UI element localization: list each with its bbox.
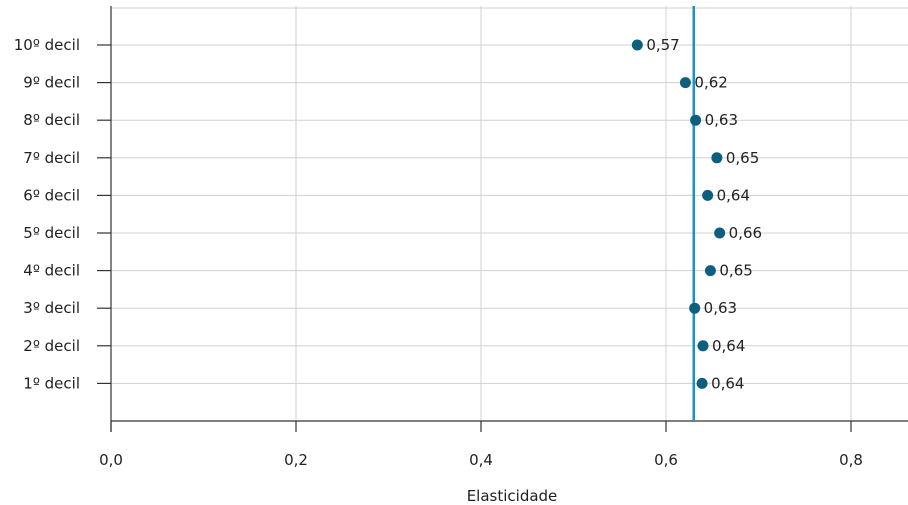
y-category-label: 10º decil — [14, 36, 80, 54]
data-label: 0,64 — [711, 374, 744, 392]
data-label: 0,66 — [729, 224, 762, 242]
data-point — [714, 227, 726, 239]
data-label: 0,63 — [705, 111, 738, 129]
data-label: 0,65 — [726, 149, 759, 167]
data-label: 0,62 — [694, 74, 727, 92]
y-category-label: 5º decil — [23, 224, 80, 242]
y-category-label: 8º decil — [23, 111, 80, 129]
data-point — [679, 77, 691, 89]
data-point — [631, 39, 643, 51]
x-axis-title: Elasticidade — [467, 487, 558, 505]
y-category-label: 3º decil — [23, 299, 80, 317]
data-point — [711, 152, 723, 164]
data-label: 0,64 — [712, 337, 745, 355]
y-category-label: 7º decil — [23, 149, 80, 167]
data-point — [704, 265, 716, 277]
data-points: 0,64 0,64 0,63 0,65 0,66 0,64 0,65 0,63 0,62 0,57 — [631, 36, 762, 392]
data-point — [690, 114, 702, 126]
data-point — [702, 189, 714, 201]
x-tick-label: 0,2 — [284, 451, 308, 469]
y-category-label: 6º decil — [23, 186, 80, 204]
y-category-label: 2º decil — [23, 337, 80, 355]
grid — [111, 6, 908, 421]
x-tick-label: 0,8 — [839, 451, 863, 469]
data-label: 0,63 — [704, 299, 737, 317]
x-tick-label: 0,4 — [469, 451, 493, 469]
data-point — [689, 302, 701, 314]
y-category-label: 4º decil — [23, 262, 80, 280]
y-category-label: 9º decil — [23, 74, 80, 92]
x-tick-label: 0,6 — [654, 451, 678, 469]
data-point — [697, 340, 709, 352]
data-label: 0,64 — [717, 186, 750, 204]
data-point — [696, 377, 708, 389]
data-label: 0,57 — [646, 36, 679, 54]
x-tick-label: 0,0 — [99, 451, 123, 469]
data-label: 0,65 — [719, 262, 752, 280]
axes: 0,0 0,2 0,4 0,6 0,8 1º decil 2º decil 3º decil 4… — [14, 6, 908, 469]
y-category-label: 1º decil — [23, 374, 80, 392]
